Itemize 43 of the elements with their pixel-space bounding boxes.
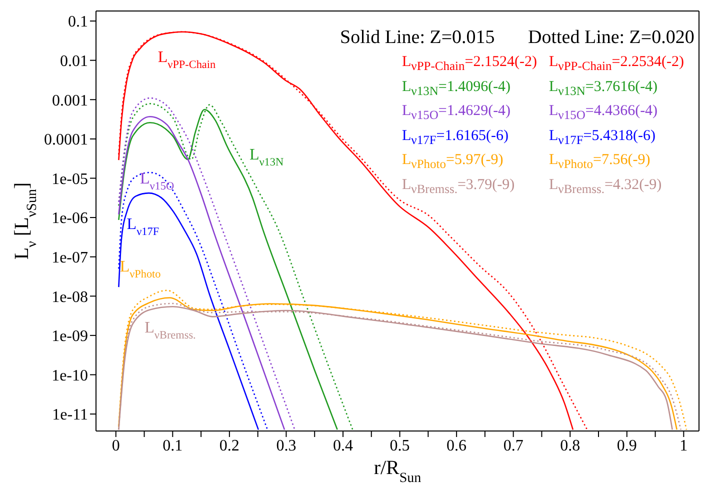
y-tick-label: 1e-10 <box>52 367 88 384</box>
annotation: L$_{ν13N}$=3.7616(-4) <box>549 78 658 98</box>
x-tick-label: 0 <box>112 437 120 454</box>
annotation: L$_{ν15O}$=1.4629(-4) <box>402 103 511 123</box>
x-tick-label: 0.7 <box>503 437 524 454</box>
series-label: L$_{νPhoto}$ <box>120 258 162 281</box>
annotation: Dotted Line: Z=0.020 <box>528 27 694 49</box>
y-tick-label: 1e-05 <box>52 170 88 188</box>
x-tick-label: 0.3 <box>276 437 296 454</box>
x-tick-label: 0.2 <box>219 437 240 454</box>
series-label: L$_{ν13N}$ <box>249 146 284 169</box>
series-label: L$_{νPP-Chain}$ <box>158 48 216 71</box>
y-tick-label: 1e-06 <box>52 210 88 228</box>
series-label: L$_{ν15O}$ <box>140 170 174 193</box>
annotation: L$_{νPP-Chain}$=2.2534(-2) <box>549 54 684 74</box>
y-tick-label: 1e-08 <box>52 288 88 306</box>
series-label: L$_{ν17F}$ <box>126 216 160 238</box>
series-label: L$_{νBremss.}$ <box>144 320 196 342</box>
annotation: L$_{νBremss.}$=3.79(-9) <box>402 176 515 196</box>
x-tick-label: 0.4 <box>332 437 353 454</box>
y-tick-label: 0.1 <box>68 14 88 31</box>
x-tick-label: 0.5 <box>390 437 410 454</box>
y-tick-label: 1e-07 <box>52 250 88 267</box>
x-axis-title: r/R$_{Sun}$ <box>374 457 422 483</box>
x-tick-label: 0.8 <box>560 437 580 454</box>
annotation: L$_{νPP-Chain}$=2.1524(-2) <box>402 54 537 74</box>
annotation: Solid Line: Z=0.015 <box>340 27 495 49</box>
annotation: L$_{ν17F}$=5.4318(-6) <box>549 128 656 148</box>
y-tick-label: 1e-09 <box>52 328 88 346</box>
x-tick-label: 0.6 <box>446 437 467 454</box>
y-tick-label: 0.01 <box>60 53 88 70</box>
annotation: L$_{ν15O}$=4.4366(-4) <box>549 103 658 123</box>
annotation: L$_{ν13N}$=1.4096(-4) <box>402 78 511 98</box>
y-tick-label: 0.001 <box>52 92 88 110</box>
y-tick-label: 1e-11 <box>52 406 88 424</box>
y-tick-label: 0.0001 <box>44 132 88 149</box>
annotation: L$_{ν17F}$=1.6165(-6) <box>402 128 508 148</box>
annotation: L$_{νPhoto}$=5.97(-9) <box>402 152 504 172</box>
x-tick-label: 0.9 <box>616 437 637 454</box>
annotation: L$_{νBremss.}$=4.32(-9) <box>549 176 662 196</box>
annotation: L$_{νPhoto}$=7.56(-9) <box>549 152 650 172</box>
x-tick-label: 0.1 <box>162 437 183 454</box>
x-tick-label: 1 <box>680 437 688 454</box>
